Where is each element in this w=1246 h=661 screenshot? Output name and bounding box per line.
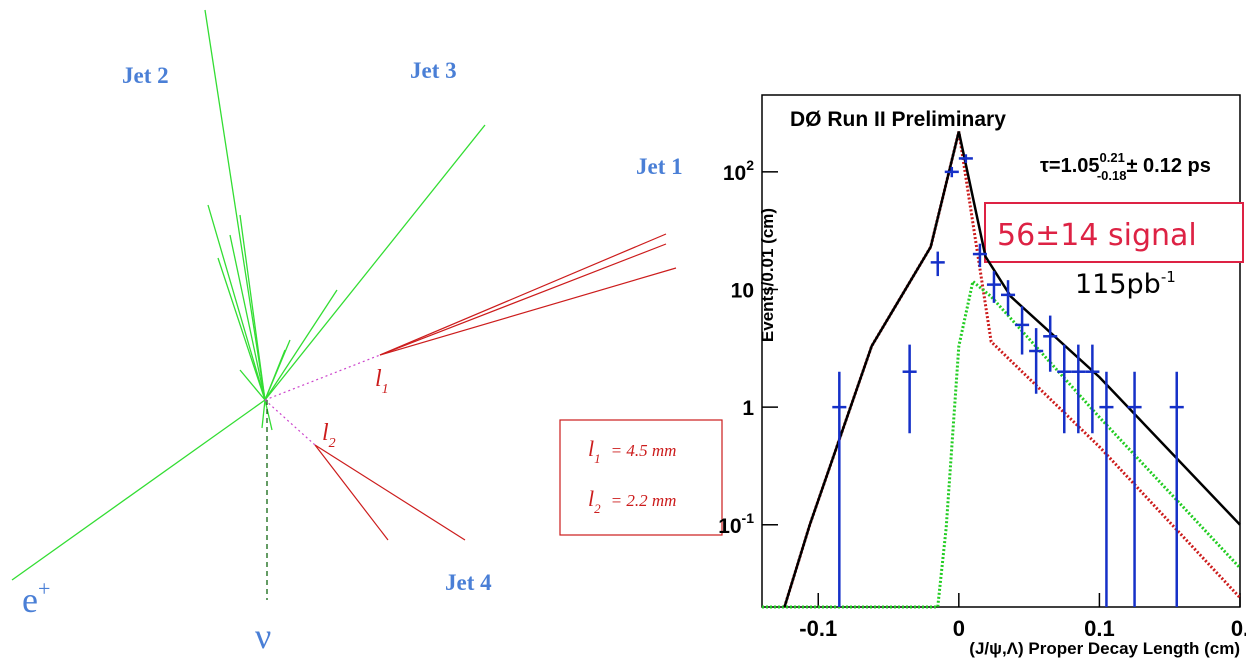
index: 1: [594, 451, 601, 466]
signal-label: 56±14 signal: [997, 218, 1197, 253]
x-tick-label: 0.1: [1084, 616, 1115, 641]
text: 115pb: [1075, 269, 1161, 300]
base: 10: [723, 162, 746, 185]
track-label: l2: [322, 420, 336, 451]
base: 10: [718, 515, 741, 538]
index: 2: [329, 436, 336, 451]
exponent: 2: [746, 157, 754, 173]
exponent: -1: [742, 510, 755, 526]
track-label: l1: [375, 366, 389, 397]
lifetime: τ=1.050.21 -0.18± 0.12 ps: [1040, 150, 1211, 183]
chart: DØ Run II Preliminary τ=1.050.21-0.18± 0…: [718, 95, 1246, 658]
text: = 4.5 mm: [611, 441, 677, 460]
y-tick-label: 1: [742, 397, 754, 420]
x-tick-label: 0: [953, 616, 965, 641]
decay-length: l1= 4.5 mm: [588, 436, 676, 466]
jet-label: Jet 4: [445, 570, 492, 595]
decay-length: l2= 2.2 mm: [588, 486, 676, 516]
jet-label: Jet 3: [410, 58, 457, 83]
positron-charge: +: [38, 576, 50, 601]
decay-box: [560, 420, 722, 535]
curve: [762, 281, 1240, 607]
jet-label: Jet 2: [122, 63, 169, 88]
y-tick-label: 10: [731, 279, 754, 302]
page: + Jet 1 Jet 2 Jet 3 Jet 4 e+ ν l1 l2 l1=…: [0, 0, 1246, 661]
jet-label: Jet 1: [636, 154, 683, 179]
neutrino-label: ν: [255, 616, 271, 656]
chart-title: DØ Run II Preliminary: [790, 108, 1006, 131]
y-tick-label: 10-1: [718, 510, 754, 538]
text: = 2.2 mm: [611, 491, 677, 510]
positron-label: e+: [22, 576, 50, 620]
x-tick-label: -0.1: [799, 616, 837, 641]
index: 2: [594, 501, 601, 516]
luminosity: 115pb-1: [1075, 268, 1176, 300]
sup: -1: [1161, 268, 1176, 286]
text: τ=1.05: [1040, 155, 1100, 177]
tracks: +: [12, 10, 676, 600]
positron-symbol: e: [22, 580, 38, 620]
x-tick-label: 0.: [1231, 616, 1246, 641]
x-axis-label: (J/ψ,Λ) Proper Decay Length (cm): [969, 639, 1240, 658]
rest: ± 0.12 ps: [1126, 155, 1210, 177]
y-axis-label: Events/0.01 (cm): [758, 208, 777, 342]
index: 1: [382, 382, 389, 397]
y-tick-label: 102: [723, 157, 754, 185]
sub: -0.18: [1097, 168, 1127, 183]
sup: 0.21: [1100, 150, 1125, 165]
